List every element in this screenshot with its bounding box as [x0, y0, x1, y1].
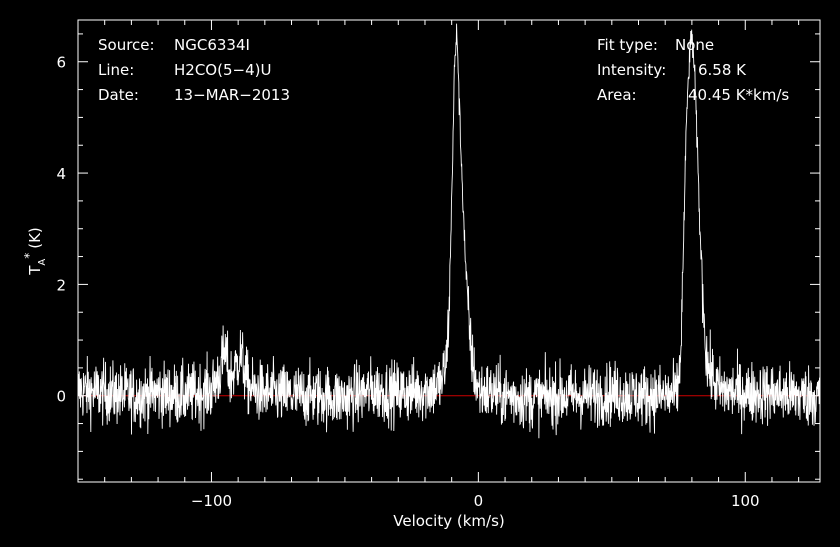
x-tick-label: −100 [191, 492, 232, 510]
x-tick-label: 0 [474, 492, 484, 510]
y-tick-label: 2 [56, 276, 66, 294]
area-label: Area: [597, 86, 637, 104]
y-axis-label-main: T [26, 265, 44, 276]
source-label: Source: [98, 36, 155, 54]
svg-text:TA*(K): TA* (K) [22, 227, 48, 276]
header-info: Source: NGC6334I Line: H2CO(5−4)U Date: … [98, 36, 789, 104]
line-value: H2CO(5−4)U [174, 61, 271, 79]
date-label: Date: [98, 86, 139, 104]
area-value: 40.45 K*km/s [688, 86, 789, 104]
x-axis-label: Velocity (km/s) [393, 512, 504, 530]
source-value: NGC6334I [174, 36, 250, 54]
date-value: 13−MAR−2013 [174, 86, 290, 104]
y-tick-label: 0 [56, 388, 66, 406]
plot-frame [77, 19, 821, 483]
y-axis-label: TA* (K) [22, 227, 48, 276]
line-label: Line: [98, 61, 134, 79]
intensity-value: 6.58 K [698, 61, 747, 79]
x-tick-label: 100 [731, 492, 760, 510]
y-tick-label: 6 [56, 54, 66, 72]
y-axis-label-unit: (K) [26, 227, 44, 249]
fit-type-label: Fit type: [597, 36, 658, 54]
spectrum-line [77, 23, 821, 439]
spectrum-layer [77, 23, 821, 439]
y-axis-label-sup: * [22, 253, 36, 259]
y-tick-label: 4 [56, 165, 66, 183]
fit-type-value: None [675, 36, 714, 54]
intensity-label: Intensity: [597, 61, 666, 79]
y-axis-label-sub: A [37, 259, 48, 266]
